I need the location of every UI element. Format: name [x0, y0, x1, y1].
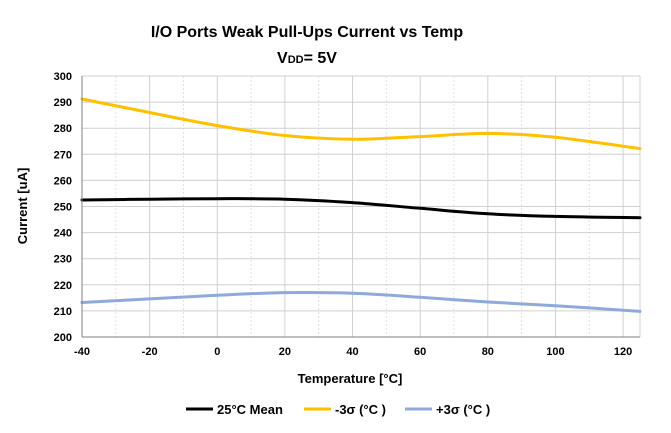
legend-item-plus-3sigma: +3σ (°C ): [405, 402, 490, 417]
legend-item-minus-3sigma: -3σ (°C ): [304, 402, 386, 417]
y-tick-label: 280: [54, 123, 72, 135]
y-tick-label: 260: [54, 175, 72, 187]
x-tick-label: 40: [346, 346, 358, 358]
x-tick-label: -20: [142, 346, 158, 358]
y-tick-label: 290: [54, 97, 72, 109]
legend-item-25c-mean: 25°C Mean: [186, 402, 283, 417]
legend-label: +3σ (°C ): [436, 402, 490, 417]
y-tick-label: 240: [54, 228, 72, 240]
legend-label: -3σ (°C ): [335, 402, 386, 417]
x-tick-label: 80: [482, 346, 494, 358]
legend: 25°C Mean -3σ (°C ) +3σ (°C ): [186, 402, 490, 417]
y-tick-label: 270: [54, 149, 72, 161]
x-tick-label: 60: [414, 346, 426, 358]
axes: [81, 76, 640, 338]
series-line-minus-3sigma: [80, 97, 642, 151]
series-line-25c-mean: [80, 197, 642, 220]
tick-labels: 200 210 220 230 240 250 260 270 280 290 300 -40 -20 0…: [54, 71, 633, 358]
subtitle-sub: DD: [288, 54, 304, 66]
series-line-plus-3sigma: [80, 290, 642, 313]
y-tick-label: 220: [54, 280, 72, 292]
series-lines: [80, 97, 642, 313]
y-tick-label: 200: [54, 332, 72, 344]
x-tick-label: 120: [614, 346, 632, 358]
y-tick-label: 250: [54, 202, 72, 214]
x-tick-label: -40: [74, 346, 90, 358]
y-axis-label: Current [uA]: [15, 168, 30, 245]
x-tick-label: 100: [546, 346, 564, 358]
y-tick-label: 210: [54, 306, 72, 318]
chart-title: I/O Ports Weak Pull-Ups Current vs Temp: [151, 24, 464, 41]
chart-subtitle: VDD= 5V: [277, 50, 337, 67]
subtitle-main: V: [277, 50, 288, 67]
x-axis-label: Temperature [°C]: [298, 371, 403, 386]
subtitle-rest: = 5V: [304, 50, 338, 67]
legend-label: 25°C Mean: [217, 402, 283, 417]
y-tick-label: 230: [54, 254, 72, 266]
x-tick-label: 20: [279, 346, 291, 358]
y-tick-label: 300: [54, 71, 72, 83]
x-tick-label: 0: [214, 346, 220, 358]
